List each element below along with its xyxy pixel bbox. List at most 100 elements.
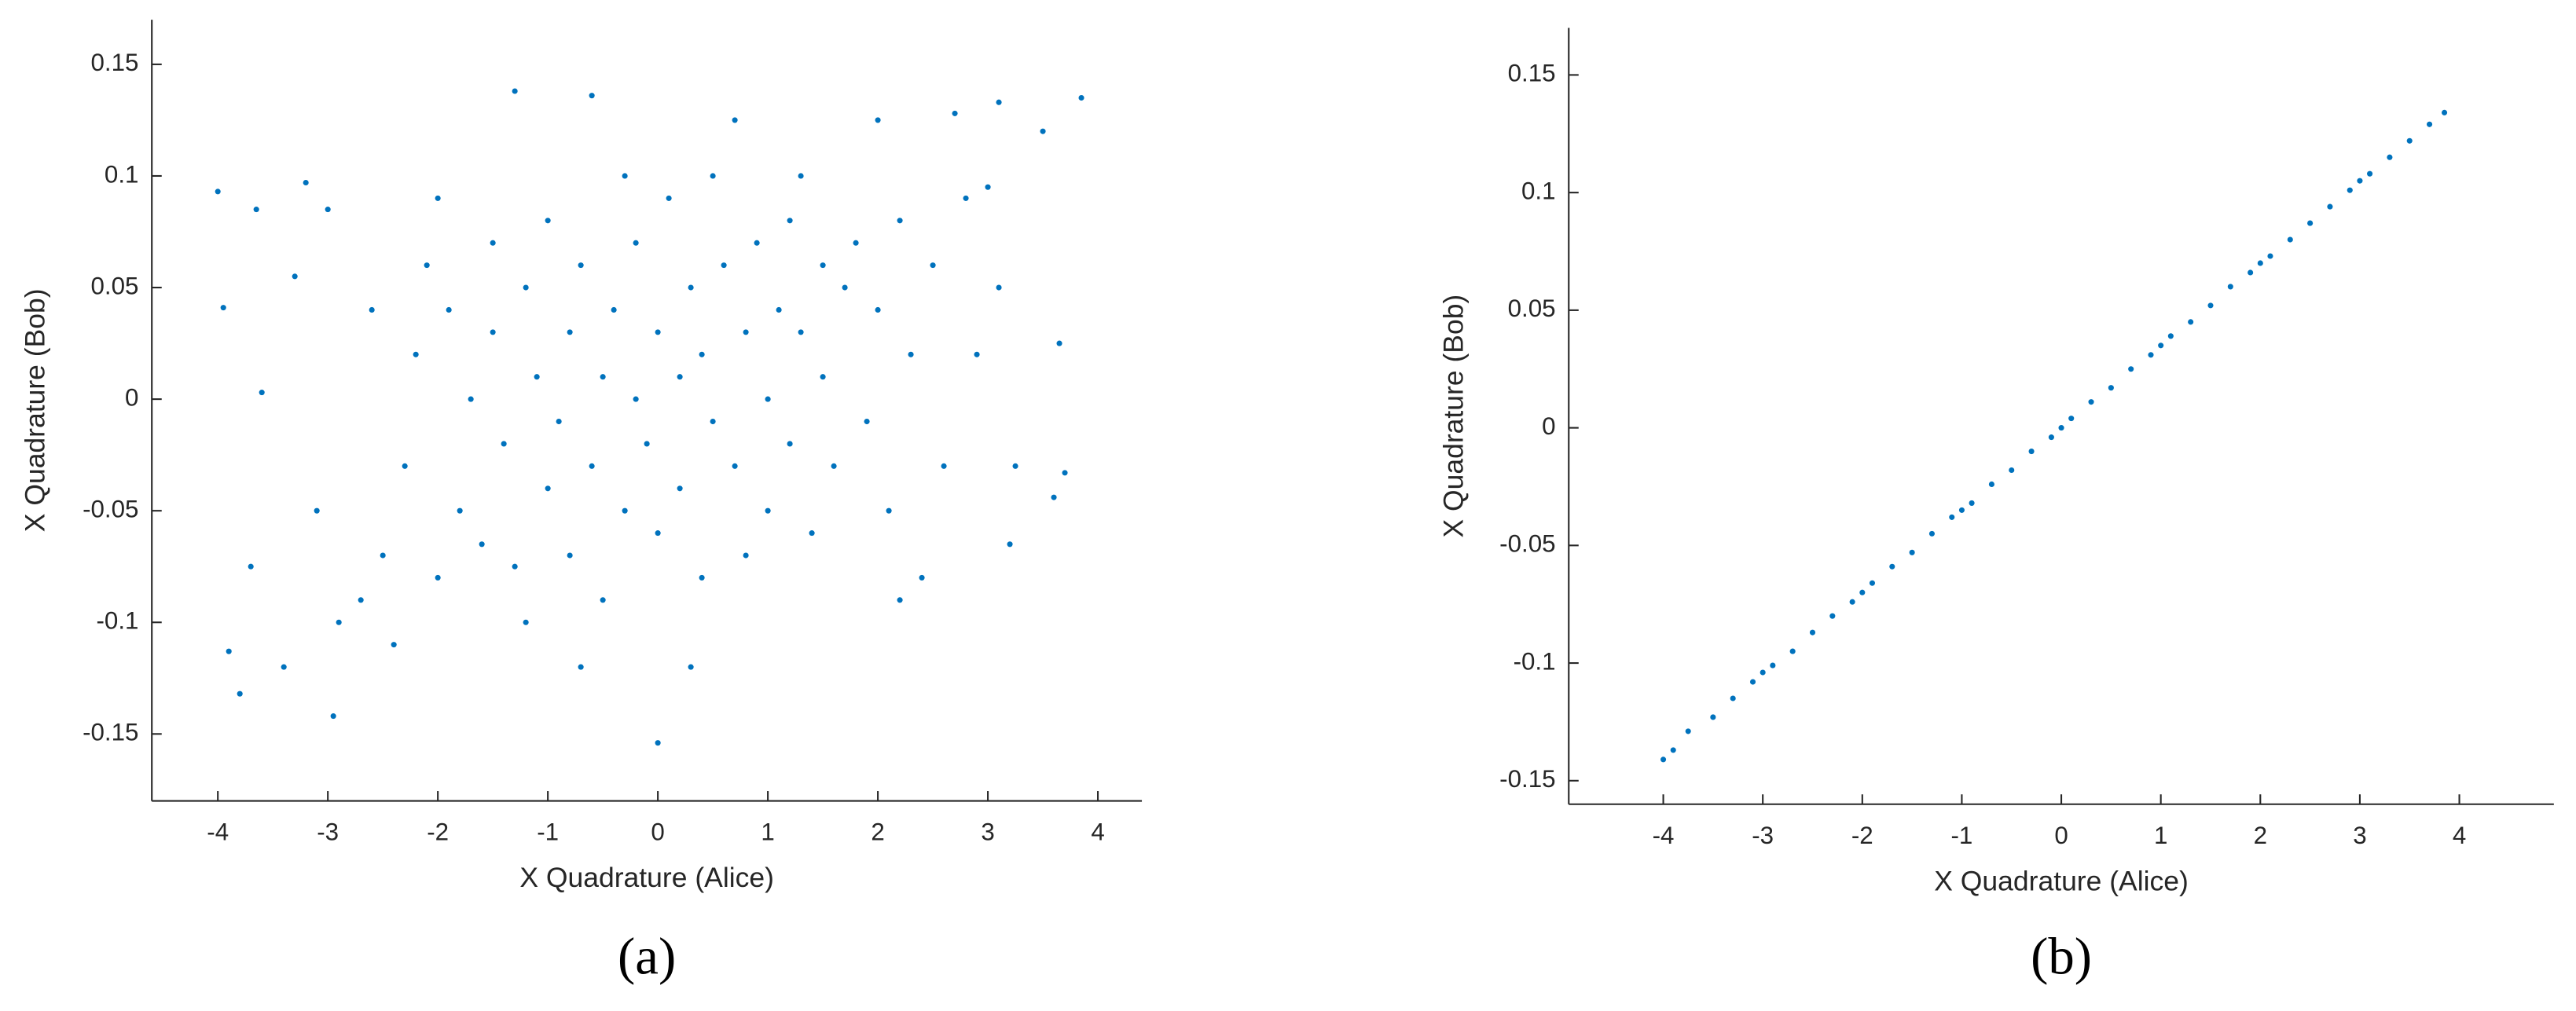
point <box>490 329 496 335</box>
y-tick-label: 0.1 <box>105 160 139 188</box>
point <box>633 240 639 246</box>
point <box>699 351 705 357</box>
point <box>2367 170 2373 177</box>
point <box>677 485 683 492</box>
point <box>413 351 419 357</box>
point <box>2068 416 2075 422</box>
point <box>1770 662 1776 669</box>
point <box>864 418 870 425</box>
point <box>875 306 881 313</box>
x-tick-label: 3 <box>981 819 994 846</box>
point <box>622 507 628 514</box>
point <box>1051 494 1057 500</box>
point <box>490 240 496 246</box>
y-axis-label: X Quadrature (Bob) <box>1437 295 1469 538</box>
point <box>292 273 298 280</box>
point <box>1859 589 1866 595</box>
point <box>919 574 925 581</box>
x-axis-label: X Quadrature (Alice) <box>1934 865 2189 896</box>
point <box>1988 481 1994 488</box>
y-tick-label: -0.1 <box>97 607 139 635</box>
x-tick-label: -3 <box>317 819 339 846</box>
point <box>1660 756 1667 763</box>
point <box>589 93 595 99</box>
point <box>330 713 336 720</box>
point <box>567 329 573 335</box>
point <box>699 574 705 581</box>
x-tick-label: 4 <box>2453 822 2466 849</box>
point <box>2442 109 2448 115</box>
y-tick-label: 0.1 <box>1521 177 1556 204</box>
x-tick-label: 0 <box>2054 822 2068 849</box>
point <box>479 541 485 548</box>
point <box>743 552 749 559</box>
x-tick-label: -2 <box>427 819 449 846</box>
point <box>798 173 804 179</box>
point <box>897 218 903 224</box>
point <box>1670 747 1676 753</box>
point <box>732 117 738 123</box>
point <box>1958 507 1965 513</box>
point <box>2307 220 2314 226</box>
point <box>1710 714 1716 720</box>
point <box>1730 695 1736 701</box>
x-tick-label: -4 <box>207 819 229 846</box>
point <box>545 218 551 224</box>
point <box>908 351 914 357</box>
point <box>688 664 694 670</box>
point <box>776 306 782 313</box>
point <box>886 507 892 514</box>
x-tick-label: -1 <box>537 819 559 846</box>
point <box>2088 399 2094 405</box>
point <box>2167 333 2174 339</box>
point <box>512 563 518 570</box>
point <box>974 351 980 357</box>
point <box>1849 599 1855 605</box>
point <box>875 117 881 123</box>
point <box>754 240 760 246</box>
point <box>281 664 287 670</box>
point <box>578 664 584 670</box>
point <box>457 507 463 514</box>
point <box>787 218 793 224</box>
point <box>303 179 309 186</box>
point <box>2357 178 2363 184</box>
point <box>1789 648 1796 654</box>
point <box>567 552 573 559</box>
point <box>534 374 540 380</box>
y-tick-label: 0 <box>1542 412 1555 440</box>
point <box>435 195 441 201</box>
point <box>644 441 650 447</box>
point <box>523 284 529 291</box>
point <box>2287 236 2293 243</box>
point <box>2267 253 2273 259</box>
x-tick-label: 1 <box>2154 822 2167 849</box>
point <box>765 507 771 514</box>
point <box>710 418 716 425</box>
point <box>2207 302 2214 309</box>
point <box>1062 470 1068 476</box>
point <box>743 329 749 335</box>
point <box>1078 94 1084 101</box>
point <box>325 207 331 213</box>
point <box>2148 352 2154 358</box>
point <box>710 173 716 179</box>
x-tick-label: 2 <box>871 819 884 846</box>
point <box>1749 679 1756 685</box>
point <box>600 374 606 380</box>
point <box>2248 269 2254 276</box>
point <box>655 329 661 335</box>
point <box>655 530 661 537</box>
point <box>2128 366 2134 372</box>
point <box>2427 121 2433 127</box>
panel-label: (a) <box>618 928 676 986</box>
point <box>523 619 529 625</box>
point <box>556 418 562 425</box>
x-tick-label: 2 <box>2254 822 2267 849</box>
point <box>1007 541 1013 548</box>
point <box>1928 530 1935 537</box>
point <box>2406 137 2413 144</box>
point <box>930 262 936 269</box>
